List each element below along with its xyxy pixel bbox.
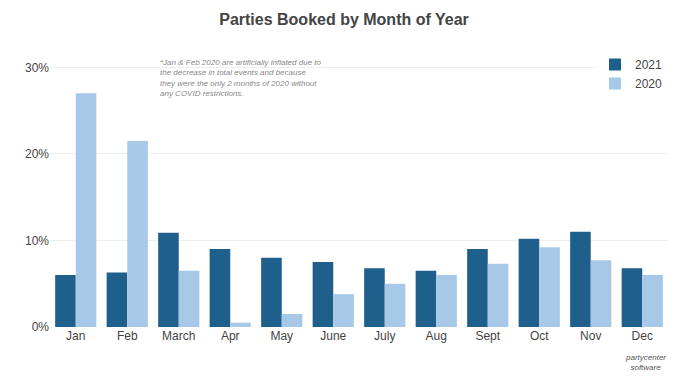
svg-text:Sept: Sept xyxy=(475,329,500,343)
svg-text:Apr: Apr xyxy=(221,329,240,343)
svg-text:Feb: Feb xyxy=(117,329,138,343)
svg-text:June: June xyxy=(320,329,346,343)
svg-text:Parties Booked by Month of Yea: Parties Booked by Month of Year xyxy=(219,11,469,28)
svg-text:Jan: Jan xyxy=(66,329,85,343)
svg-text:Dec: Dec xyxy=(632,329,653,343)
svg-text:Aug: Aug xyxy=(426,329,447,343)
svg-text:partycenter software: partycenter software xyxy=(625,353,666,372)
svg-text:0%: 0% xyxy=(32,320,50,334)
svg-text:July: July xyxy=(374,329,395,343)
svg-text:30%: 30% xyxy=(25,61,49,75)
svg-text:May: May xyxy=(270,329,293,343)
svg-text:*Jan & Feb 2020 are artificial: *Jan & Feb 2020 are artificially inflate… xyxy=(160,58,322,98)
svg-text:10%: 10% xyxy=(25,234,49,248)
svg-text:2021: 2021 xyxy=(635,58,662,72)
svg-text:20%: 20% xyxy=(25,147,49,161)
svg-text:Nov: Nov xyxy=(580,329,601,343)
svg-text:2020: 2020 xyxy=(635,77,662,91)
svg-text:March: March xyxy=(162,329,195,343)
svg-text:Oct: Oct xyxy=(530,329,549,343)
